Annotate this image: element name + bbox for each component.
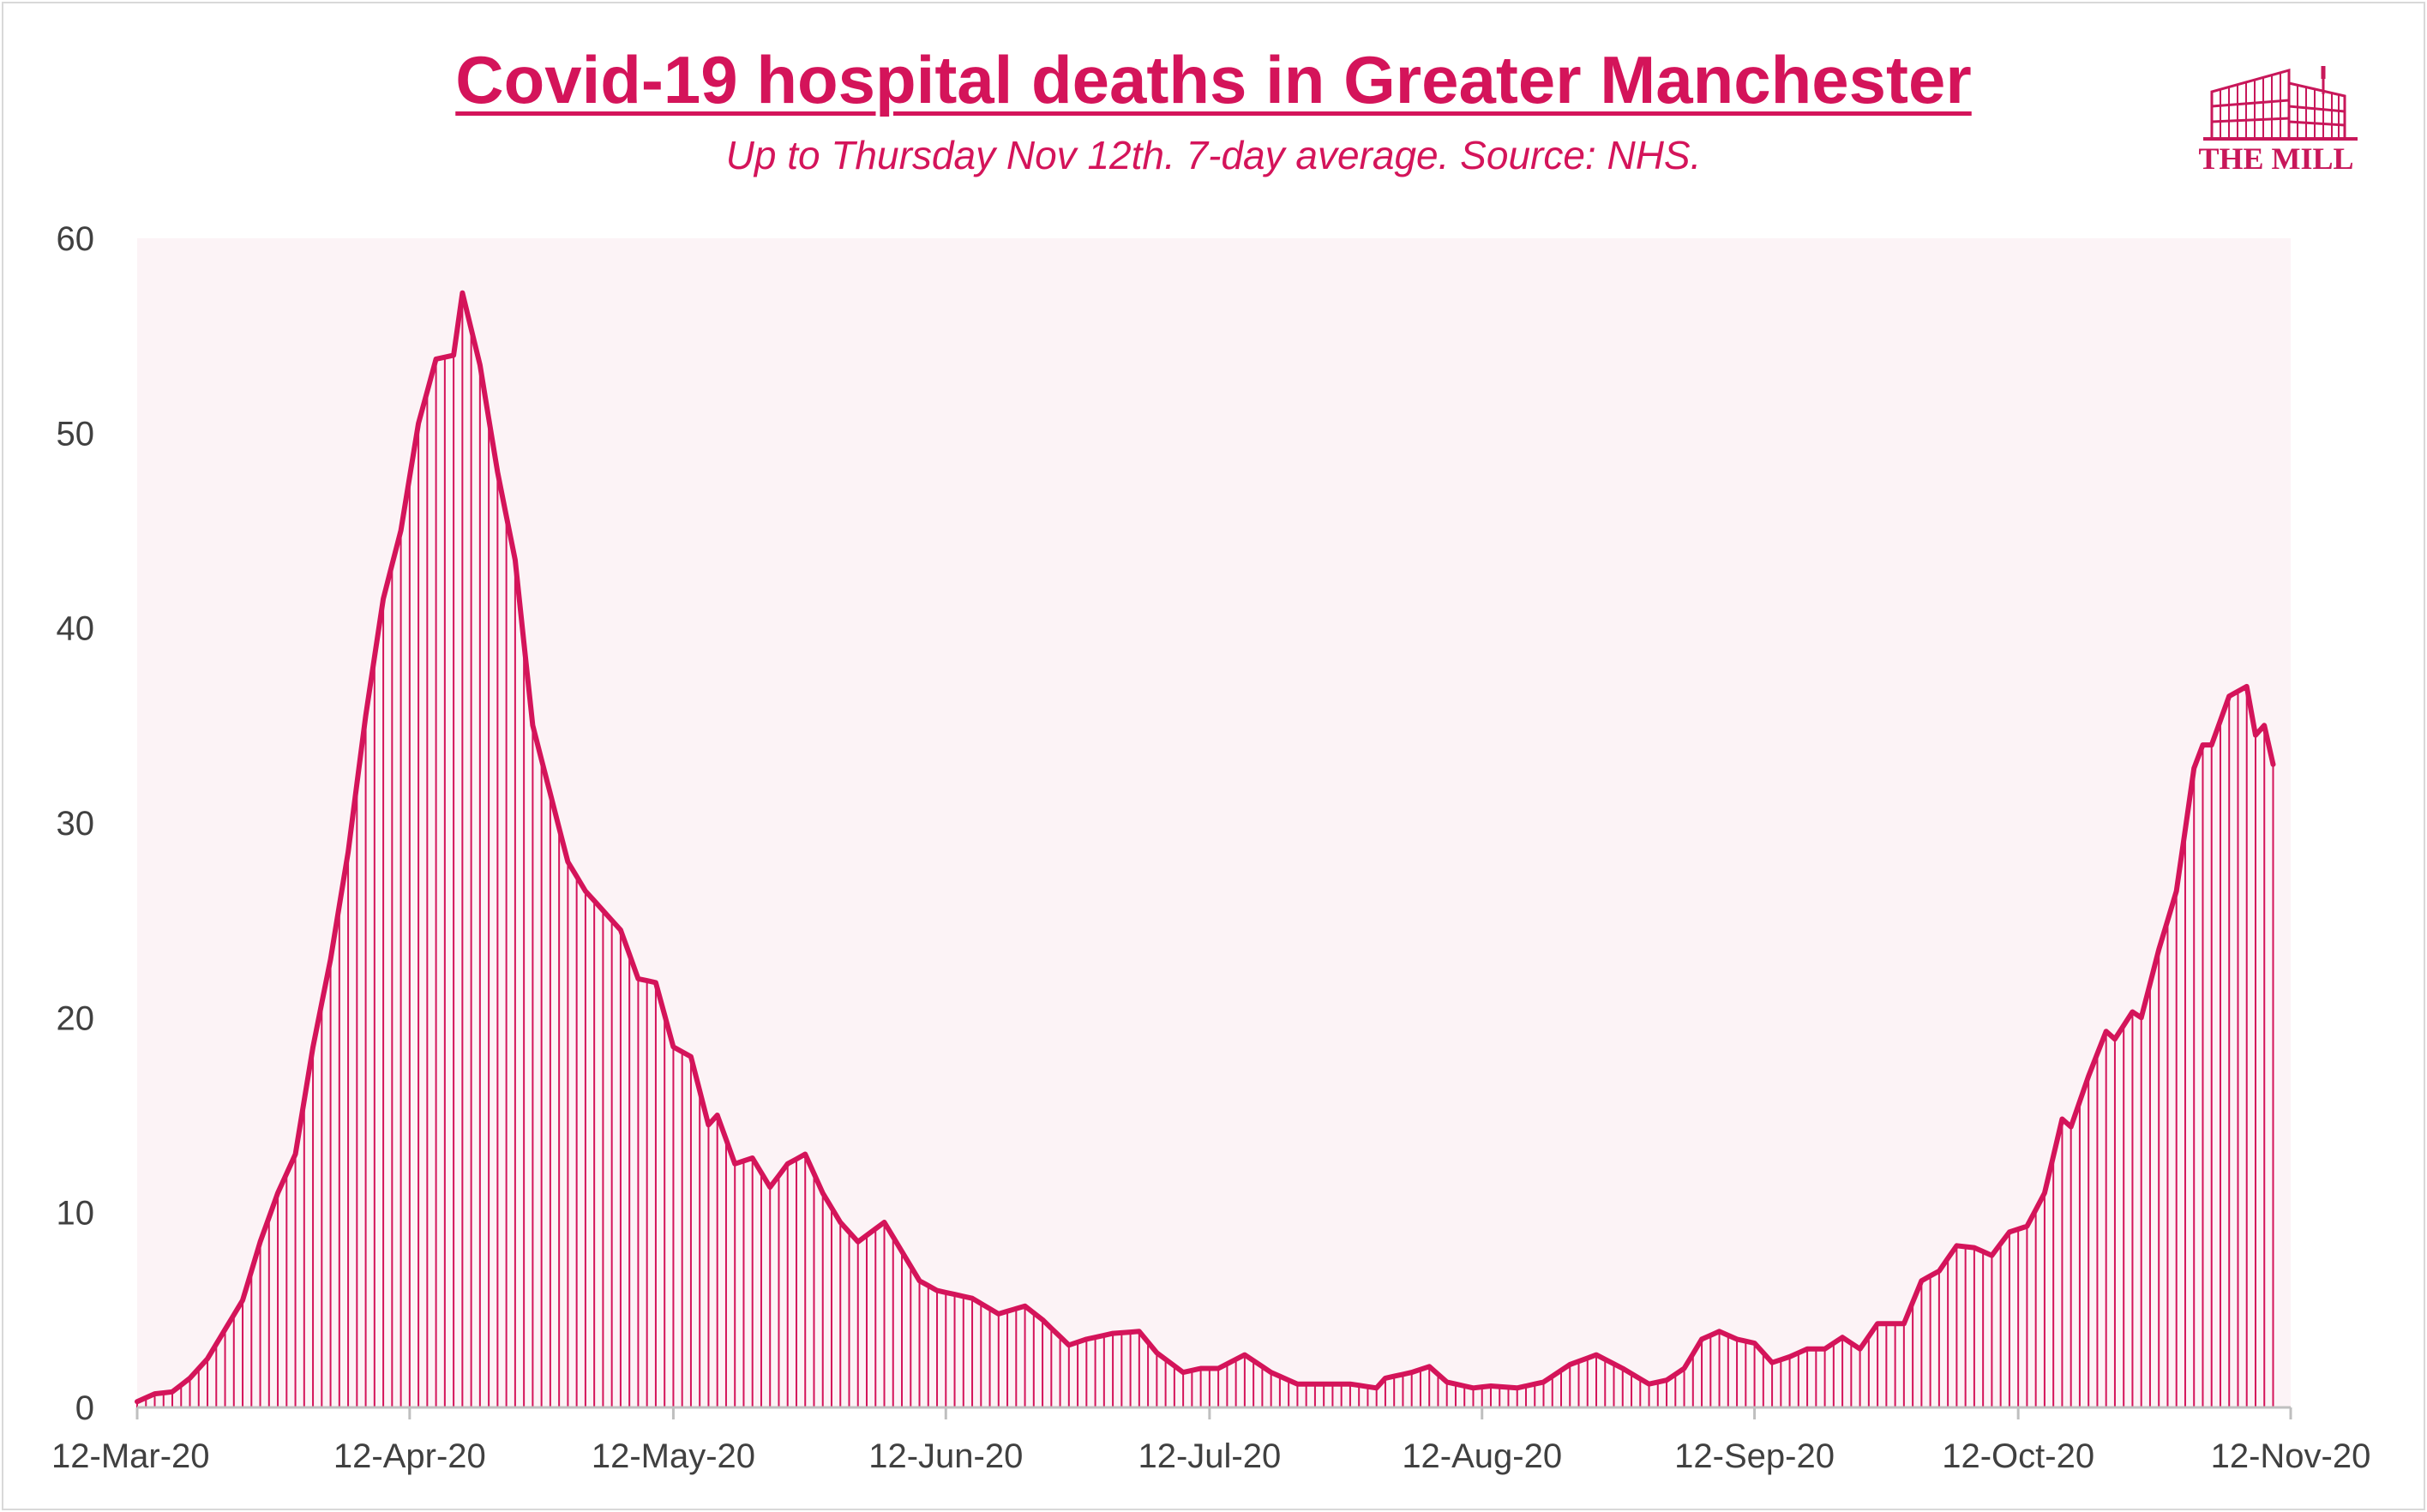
- x-tick-label: 12-Oct-20: [1942, 1437, 2094, 1475]
- logo-text: THE MILL: [2198, 141, 2354, 176]
- mill-building-icon: [2203, 66, 2358, 141]
- y-tick-label: 50: [57, 415, 95, 453]
- y-tick-label: 0: [75, 1389, 94, 1427]
- series-bars: [136, 292, 2274, 1407]
- x-tick-label: 12-Aug-20: [1402, 1437, 1562, 1475]
- x-tick-label: 12-Apr-20: [333, 1437, 486, 1475]
- y-tick-label: 40: [57, 610, 95, 648]
- x-tick-label: 12-Sep-20: [1674, 1437, 1835, 1475]
- series-line: [135, 290, 2276, 1405]
- x-tick-label: 12-Nov-20: [2211, 1437, 2371, 1475]
- y-tick-label: 20: [57, 999, 95, 1037]
- plot-background: [137, 238, 2291, 1407]
- y-axis: 0 10 20 30 40 50 60: [57, 220, 95, 1427]
- x-axis: 12-Mar-20 12-Apr-20 12-May-20 12-Jun-20 12-J…: [51, 1407, 2370, 1475]
- chart-subtitle: Up to Thursday Nov 12th. 7-day average. …: [725, 133, 1702, 177]
- x-tick-label: 12-May-20: [592, 1437, 755, 1475]
- chart-title: Covid-19 hospital deaths in Greater Manc…: [455, 42, 1972, 117]
- y-tick-label: 10: [57, 1195, 95, 1233]
- y-tick-label: 30: [57, 805, 95, 843]
- x-tick-label: 12-Jul-20: [1138, 1437, 1281, 1475]
- x-tick-label: 12-Mar-20: [51, 1437, 210, 1475]
- y-tick-label: 60: [57, 220, 95, 258]
- x-tick-label: 12-Jun-20: [868, 1437, 1023, 1475]
